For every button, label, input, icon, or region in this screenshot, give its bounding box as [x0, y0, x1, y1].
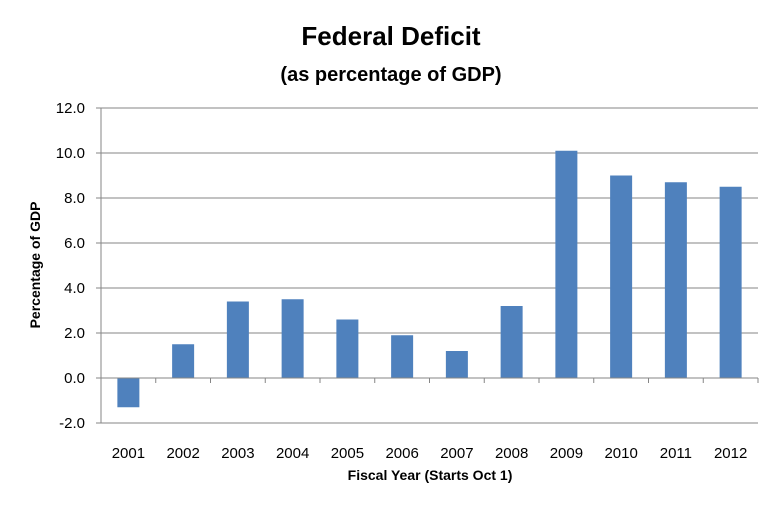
bar-2006	[391, 335, 414, 378]
bar-2009	[555, 150, 578, 378]
bar-2002	[172, 344, 195, 378]
bar-2003	[226, 301, 249, 378]
y-tick-label: 12.0	[56, 100, 85, 117]
x-tick-label: 2003	[221, 445, 254, 462]
x-tick-label: 2008	[495, 445, 528, 462]
x-tick-label: 2009	[550, 445, 583, 462]
x-tick-labels: 2001 2002 2003 2004 2005 2006 2007 2008 2009 2010…	[112, 445, 748, 462]
x-tick-label: 2005	[331, 445, 364, 462]
bar-2007	[445, 351, 468, 378]
x-tick-label: 2010	[604, 445, 637, 462]
bar-2005	[336, 319, 359, 378]
bar-2012	[719, 186, 742, 378]
bars	[117, 150, 742, 408]
y-tick-label: 8.0	[64, 190, 85, 207]
x-axis-label: Fiscal Year (Starts Oct 1)	[348, 467, 513, 483]
y-tick-label: 2.0	[64, 325, 85, 342]
x-tick-label: 2007	[440, 445, 473, 462]
x-tick-label: 2012	[714, 445, 747, 462]
bar-2011	[664, 182, 687, 378]
y-axis-label: Percentage of GDP	[27, 202, 43, 329]
y-tick-label: 4.0	[64, 280, 85, 297]
y-tick-label: -2.0	[59, 415, 85, 432]
y-tick-label: 10.0	[56, 145, 85, 162]
chart-subtitle: (as percentage of GDP)	[280, 64, 501, 86]
axes	[96, 107, 759, 424]
x-tick-label: 2004	[276, 445, 309, 462]
bar-2004	[281, 299, 304, 378]
x-tick-label: 2002	[166, 445, 199, 462]
bar-2008	[500, 306, 523, 378]
bar-2010	[610, 175, 633, 378]
y-tick-label: 0.0	[64, 370, 85, 387]
x-tick-label: 2001	[112, 445, 145, 462]
x-tick-label: 2011	[660, 445, 692, 462]
bar-2001	[117, 378, 140, 408]
y-tick-labels: -2.0 0.0 2.0 4.0 6.0 8.0 10.0 12.0	[56, 100, 85, 432]
chart-title: Federal Deficit	[301, 21, 481, 51]
y-tick-label: 6.0	[64, 235, 85, 252]
gridlines	[101, 107, 758, 424]
x-tick-label: 2006	[385, 445, 418, 462]
